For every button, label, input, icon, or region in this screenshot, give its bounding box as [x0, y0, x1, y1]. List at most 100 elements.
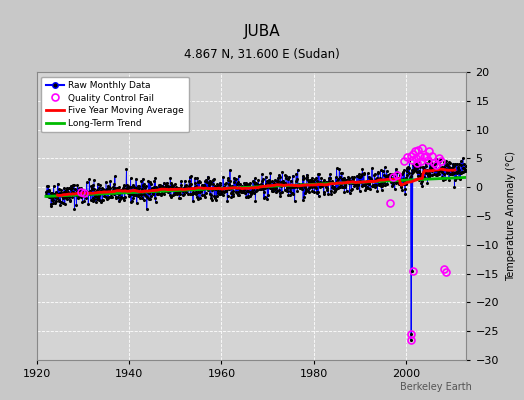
Point: [407, 337, 415, 343]
Point: [401, 175, 410, 182]
Point: [358, 171, 366, 178]
Point: [440, 164, 448, 170]
Point: [453, 160, 461, 167]
Point: [145, 196, 153, 202]
Point: [363, 178, 372, 184]
Point: [276, 174, 285, 180]
Point: [224, 175, 233, 182]
Point: [439, 177, 447, 184]
Point: [194, 178, 203, 184]
Point: [269, 182, 277, 189]
Point: [440, 170, 448, 177]
Point: [142, 193, 150, 199]
Point: [454, 164, 463, 171]
Point: [358, 166, 367, 172]
Point: [143, 194, 151, 200]
Point: [182, 182, 190, 188]
Point: [192, 191, 200, 197]
Point: [339, 176, 347, 183]
Point: [101, 188, 109, 194]
Point: [68, 185, 76, 191]
Point: [207, 195, 215, 202]
Point: [432, 172, 440, 178]
Point: [94, 191, 103, 198]
Point: [47, 202, 55, 209]
Point: [323, 180, 331, 186]
Point: [462, 167, 470, 173]
Point: [270, 180, 278, 186]
Point: [162, 182, 170, 188]
Point: [49, 183, 58, 189]
Point: [384, 175, 392, 181]
Point: [64, 189, 72, 195]
Point: [323, 178, 332, 185]
Point: [181, 184, 190, 190]
Point: [127, 184, 136, 191]
Point: [341, 184, 349, 191]
Point: [361, 181, 369, 187]
Point: [218, 188, 226, 194]
Point: [144, 195, 152, 201]
Point: [334, 184, 343, 190]
Point: [331, 188, 339, 194]
Point: [277, 181, 286, 187]
Point: [177, 178, 185, 184]
Point: [441, 176, 450, 182]
Point: [131, 188, 139, 194]
Point: [211, 185, 219, 192]
Point: [115, 198, 123, 204]
Point: [456, 170, 465, 176]
Point: [405, 170, 413, 176]
Point: [205, 182, 213, 188]
Point: [101, 188, 110, 194]
Point: [255, 182, 263, 188]
Point: [338, 176, 346, 182]
Point: [382, 174, 390, 181]
Point: [348, 176, 357, 182]
Point: [335, 180, 343, 186]
Point: [43, 193, 52, 199]
Point: [42, 189, 50, 195]
Point: [133, 200, 141, 206]
Point: [162, 182, 171, 188]
Point: [97, 188, 105, 194]
Point: [428, 168, 436, 174]
Point: [126, 188, 135, 194]
Point: [270, 177, 279, 183]
Point: [176, 188, 184, 194]
Point: [420, 169, 429, 175]
Point: [288, 190, 296, 196]
Point: [139, 196, 148, 203]
Point: [125, 190, 134, 196]
Point: [130, 192, 139, 199]
Point: [78, 192, 86, 198]
Point: [134, 192, 142, 198]
Point: [197, 185, 205, 192]
Point: [250, 180, 259, 187]
Point: [253, 187, 261, 193]
Point: [346, 179, 355, 185]
Point: [449, 164, 457, 170]
Point: [193, 179, 202, 185]
Point: [369, 182, 377, 189]
Point: [203, 178, 211, 185]
Point: [140, 190, 148, 197]
Point: [335, 181, 344, 187]
Point: [318, 180, 326, 186]
Point: [182, 188, 191, 195]
Point: [54, 191, 62, 198]
Point: [136, 190, 145, 197]
Point: [231, 184, 239, 190]
Point: [221, 186, 229, 192]
Point: [274, 178, 282, 184]
Point: [260, 195, 268, 201]
Point: [184, 190, 192, 197]
Point: [316, 181, 325, 188]
Point: [158, 184, 167, 190]
Point: [447, 166, 455, 172]
Point: [200, 194, 209, 201]
Point: [71, 192, 80, 198]
Point: [373, 178, 381, 184]
Point: [150, 184, 158, 190]
Point: [459, 165, 467, 171]
